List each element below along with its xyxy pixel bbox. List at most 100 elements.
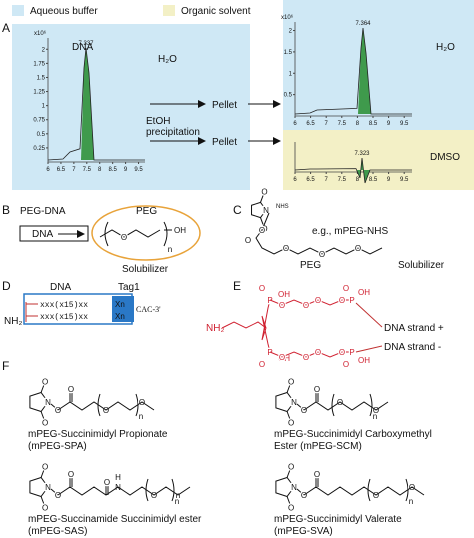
bond	[40, 384, 45, 393]
bond	[50, 488, 59, 496]
atom: OH	[358, 356, 370, 365]
x-tick-label: 7	[325, 121, 329, 127]
bond	[29, 476, 49, 498]
bond	[255, 212, 383, 255]
scale: x10⁶	[34, 30, 47, 37]
y-tick-label: 1.75	[33, 61, 45, 67]
peak-label: 7.337	[78, 41, 94, 47]
panel-label: B	[2, 203, 10, 217]
atom: O	[288, 419, 294, 428]
solvent: DMSO	[430, 152, 460, 163]
bracket	[369, 393, 373, 417]
atom: O	[288, 504, 294, 513]
x-tick-label: 9	[387, 121, 391, 127]
atom: O	[245, 236, 251, 245]
atom: OH	[278, 354, 290, 363]
atom: OH	[174, 226, 186, 235]
bond	[40, 411, 45, 420]
label: PEG	[136, 206, 157, 217]
label: NH₂	[4, 316, 22, 327]
y-tick-label: 0.25	[33, 146, 45, 152]
atom: O	[42, 419, 48, 428]
bond	[269, 351, 352, 358]
x-tick-label: 7.5	[83, 167, 92, 173]
y-tick-label: 1	[289, 71, 293, 77]
atom: O	[301, 491, 307, 500]
x-tick-label: 8	[98, 167, 102, 173]
atom: O	[42, 462, 48, 471]
bracket	[97, 393, 101, 417]
x-tick-label: 6	[293, 177, 297, 183]
bracket	[163, 221, 168, 247]
atom: O	[68, 385, 74, 394]
compound-name: mPEG-Succinamide Succinimidyl ester	[28, 514, 202, 525]
y-tick-label: 1.5	[284, 50, 293, 56]
bond	[261, 315, 271, 353]
label: NH₂	[206, 323, 224, 334]
bond	[29, 391, 49, 413]
compound-name: (mPEG-SAS)	[28, 526, 87, 537]
y-tick-label: 2	[42, 47, 46, 53]
bond	[99, 229, 161, 238]
bond	[296, 488, 305, 496]
peak-fill	[81, 48, 94, 160]
atom: O	[279, 353, 285, 362]
bracket	[405, 478, 409, 502]
bracket	[331, 393, 335, 417]
atom: O	[339, 296, 345, 305]
label: CAC-3'	[136, 305, 161, 314]
x-tick-label: 7	[325, 177, 329, 183]
label: PEG	[300, 260, 321, 271]
panel-label: D	[2, 279, 11, 293]
atom: O	[303, 301, 309, 310]
y-tick-label: 2	[289, 29, 293, 35]
atom: O	[259, 360, 265, 369]
bond	[57, 486, 191, 496]
connector	[355, 302, 383, 328]
legend-label: Aqueous buffer	[30, 6, 98, 17]
bond	[269, 299, 352, 306]
legend-label: Organic solvent	[181, 6, 251, 17]
atom: O	[288, 377, 294, 386]
atom: O	[314, 470, 320, 479]
label: DNA	[50, 282, 71, 293]
x-tick-label: 9.5	[400, 177, 409, 183]
atom: O	[314, 385, 320, 394]
bond	[57, 401, 155, 411]
x-tick-label: 8.5	[369, 177, 378, 183]
label: DNA	[32, 229, 53, 240]
peak-label: 7.364	[355, 21, 371, 27]
atom: N	[291, 398, 297, 407]
tag: Xn	[115, 300, 125, 309]
bond	[286, 496, 291, 505]
label: e.g., mPEG-NHS	[312, 226, 388, 237]
bracket	[104, 221, 109, 247]
compound-name: (mPEG-SVA)	[274, 526, 333, 537]
x-tick-label: 8	[356, 177, 360, 183]
atom: O	[104, 478, 110, 487]
x-tick-label: 8.5	[369, 121, 378, 127]
atom: N	[263, 206, 269, 215]
compound-name: (mPEG-SPA)	[28, 441, 87, 452]
panel-label: F	[2, 359, 9, 373]
organic-region	[283, 130, 474, 190]
atom: O	[55, 491, 61, 500]
bond	[294, 157, 412, 184]
x-tick-label: 7.5	[338, 121, 347, 127]
x-tick-label: 9	[124, 167, 128, 173]
atom: O	[261, 225, 267, 234]
x-tick-label: 7	[72, 167, 76, 173]
y-tick-label: 1.5	[37, 75, 46, 81]
atom: n	[409, 497, 413, 506]
y-tick-label: 0.5	[284, 93, 293, 99]
atom: O	[42, 504, 48, 513]
solubilizer-ring	[91, 205, 201, 261]
y-tick-label: 0.75	[33, 118, 45, 124]
atom: OH	[278, 290, 290, 299]
atom: O	[288, 462, 294, 471]
label: NHS	[276, 204, 289, 210]
bracket	[171, 478, 175, 502]
solvent: H₂O	[436, 42, 455, 53]
bond	[296, 403, 305, 411]
atom: O	[259, 226, 265, 235]
